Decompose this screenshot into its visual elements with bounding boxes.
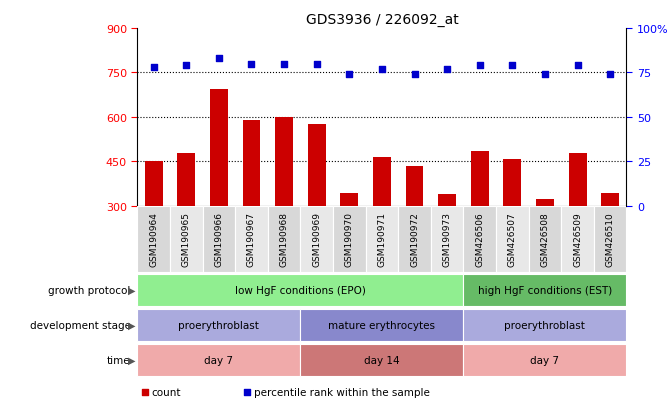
Bar: [366, 206, 398, 273]
Point: [312, 61, 322, 68]
Point: [148, 65, 159, 71]
Bar: [145, 161, 163, 206]
Title: GDS3936 / 226092_at: GDS3936 / 226092_at: [306, 12, 458, 26]
Bar: [496, 206, 529, 273]
Bar: [202, 206, 235, 273]
Text: GSM426507: GSM426507: [508, 212, 517, 266]
Text: ▶: ▶: [128, 355, 135, 366]
Point: [242, 389, 253, 395]
Bar: [464, 206, 496, 273]
Text: GSM190972: GSM190972: [410, 212, 419, 266]
Point: [344, 72, 354, 78]
Text: proerythroblast: proerythroblast: [178, 320, 259, 330]
Bar: [137, 309, 300, 341]
Text: mature erythrocytes: mature erythrocytes: [328, 320, 436, 330]
Bar: [438, 195, 456, 206]
Text: GSM190964: GSM190964: [149, 212, 158, 266]
Text: GSM190966: GSM190966: [214, 212, 223, 267]
Point: [442, 66, 452, 73]
Text: growth protocol: growth protocol: [48, 285, 131, 295]
Text: GSM190970: GSM190970: [345, 212, 354, 267]
Text: GSM190965: GSM190965: [182, 212, 191, 267]
Bar: [398, 206, 431, 273]
Text: ▶: ▶: [128, 285, 135, 295]
Text: proerythroblast: proerythroblast: [505, 320, 586, 330]
Point: [474, 63, 485, 69]
Bar: [268, 206, 300, 273]
Bar: [601, 193, 619, 206]
Text: high HgF conditions (EST): high HgF conditions (EST): [478, 285, 612, 295]
Text: development stage: development stage: [29, 320, 131, 330]
Point: [572, 63, 583, 69]
Bar: [235, 206, 268, 273]
Text: time: time: [107, 355, 131, 366]
Bar: [569, 153, 586, 206]
Text: GSM190967: GSM190967: [247, 212, 256, 267]
Bar: [405, 166, 423, 206]
Bar: [561, 206, 594, 273]
Text: GSM426509: GSM426509: [573, 212, 582, 266]
Point: [139, 389, 150, 395]
Point: [214, 56, 224, 62]
Bar: [536, 199, 554, 206]
Point: [507, 63, 518, 69]
Bar: [137, 344, 300, 376]
Text: GSM190971: GSM190971: [377, 212, 387, 267]
Bar: [464, 344, 626, 376]
Bar: [373, 158, 391, 206]
Text: GSM190968: GSM190968: [279, 212, 289, 267]
Bar: [340, 193, 358, 206]
Point: [181, 63, 192, 69]
Bar: [503, 159, 521, 206]
Point: [246, 61, 257, 68]
Bar: [308, 125, 326, 206]
Point: [409, 72, 420, 78]
Bar: [300, 206, 333, 273]
Point: [539, 72, 550, 78]
Bar: [529, 206, 561, 273]
Text: day 7: day 7: [531, 355, 559, 366]
Bar: [243, 121, 261, 206]
Bar: [464, 274, 626, 306]
Point: [279, 61, 289, 68]
Text: GSM190973: GSM190973: [443, 212, 452, 267]
Text: low HgF conditions (EPO): low HgF conditions (EPO): [235, 285, 366, 295]
Bar: [137, 206, 170, 273]
Text: day 7: day 7: [204, 355, 233, 366]
Bar: [300, 344, 464, 376]
Text: GSM426506: GSM426506: [475, 212, 484, 266]
Text: count: count: [151, 387, 180, 397]
Bar: [594, 206, 626, 273]
Bar: [333, 206, 366, 273]
Text: GSM190969: GSM190969: [312, 212, 321, 267]
Bar: [178, 153, 195, 206]
Point: [377, 66, 387, 73]
Bar: [275, 118, 293, 206]
Bar: [210, 90, 228, 206]
Bar: [464, 309, 626, 341]
Text: GSM426508: GSM426508: [541, 212, 549, 266]
Point: [605, 72, 616, 78]
Bar: [431, 206, 464, 273]
Bar: [137, 274, 464, 306]
Text: ▶: ▶: [128, 320, 135, 330]
Text: GSM426510: GSM426510: [606, 212, 614, 266]
Bar: [471, 152, 488, 206]
Bar: [300, 309, 464, 341]
Bar: [170, 206, 202, 273]
Text: day 14: day 14: [364, 355, 400, 366]
Text: percentile rank within the sample: percentile rank within the sample: [254, 387, 429, 397]
